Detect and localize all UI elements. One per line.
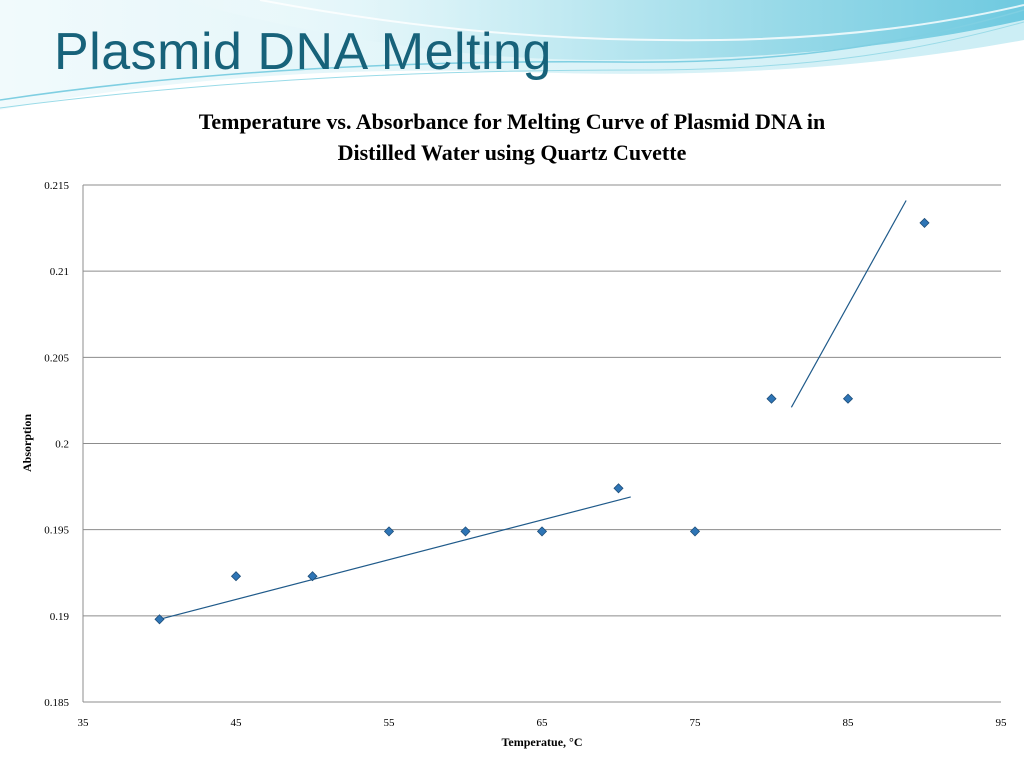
data-point [766, 393, 777, 404]
x-tick-label: 75 [690, 717, 702, 729]
data-point [154, 614, 165, 625]
y-tick-label: 0.2 [55, 439, 69, 451]
data-point [689, 526, 701, 537]
x-tick-labels: 35 45 55 65 75 85 95 [78, 717, 1008, 729]
data-point [230, 571, 242, 582]
data-point [842, 393, 854, 404]
x-tick-label: 65 [537, 717, 549, 729]
data-point [460, 526, 471, 537]
data-point [919, 217, 930, 228]
header-wave-decoration [0, 0, 1024, 110]
data-point [536, 526, 548, 537]
y-tick-label: 0.19 [50, 611, 70, 623]
y-tick-label: 0.195 [44, 525, 69, 537]
y-tick-label: 0.21 [50, 266, 69, 278]
data-point [613, 483, 624, 494]
y-tick-label: 0.215 [44, 180, 69, 192]
x-axis-label: Temperatue, °C [501, 735, 582, 749]
chart-title-line-2: Distilled Water using Quartz Cuvette [337, 140, 687, 165]
data-point [307, 571, 318, 582]
x-tick-label: 95 [996, 717, 1008, 729]
x-tick-label: 85 [843, 717, 855, 729]
data-point [383, 526, 395, 537]
y-tick-labels: 0.185 0.19 0.195 0.2 0.205 0.21 0.215 [44, 180, 69, 709]
chart-title-line-1: Temperature vs. Absorbance for Melting C… [198, 109, 826, 134]
y-axis-label: Absorption [20, 414, 34, 472]
trendlines [159, 200, 907, 620]
data-points [154, 217, 930, 625]
x-tick-label: 45 [231, 717, 243, 729]
chart-title: Temperature vs. Absorbance for Melting C… [112, 106, 912, 168]
gridlines [83, 184, 1001, 703]
trendline [790, 200, 907, 408]
x-tick-label: 35 [78, 717, 90, 729]
y-tick-label: 0.185 [44, 697, 69, 709]
trendline [159, 496, 631, 620]
slide-title: Plasmid DNA Melting [54, 23, 552, 81]
y-tick-label: 0.205 [44, 352, 69, 364]
x-tick-label: 55 [384, 717, 396, 729]
